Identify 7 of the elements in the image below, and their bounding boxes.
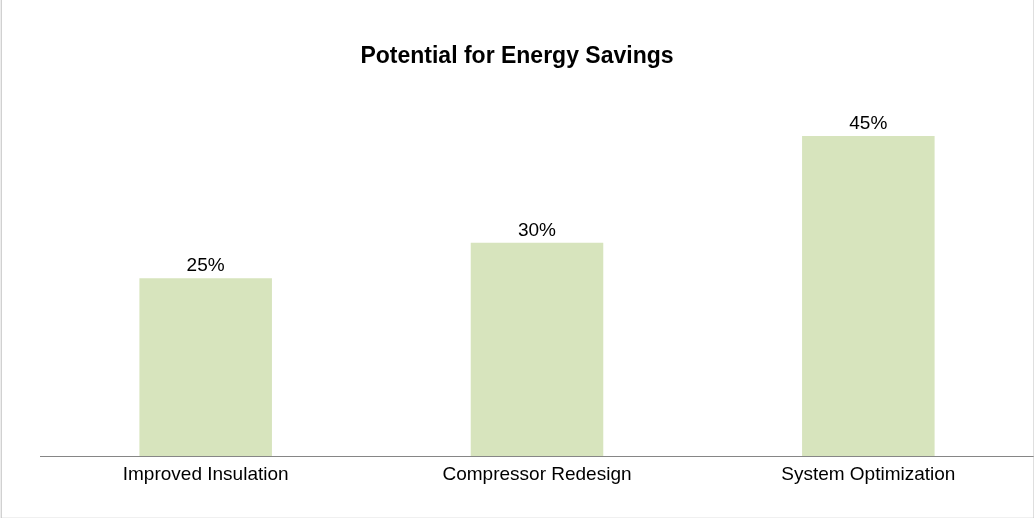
x-tick-label: System Optimization xyxy=(781,462,956,484)
x-tick-label: Improved Insulation xyxy=(122,462,289,484)
data-label: 30% xyxy=(517,218,557,240)
chart-title: Potential for Energy Savings xyxy=(360,41,674,68)
x-tick-label: Compressor Redesign xyxy=(442,462,632,484)
data-label: 45% xyxy=(849,112,888,134)
data-label: 25% xyxy=(186,254,225,276)
